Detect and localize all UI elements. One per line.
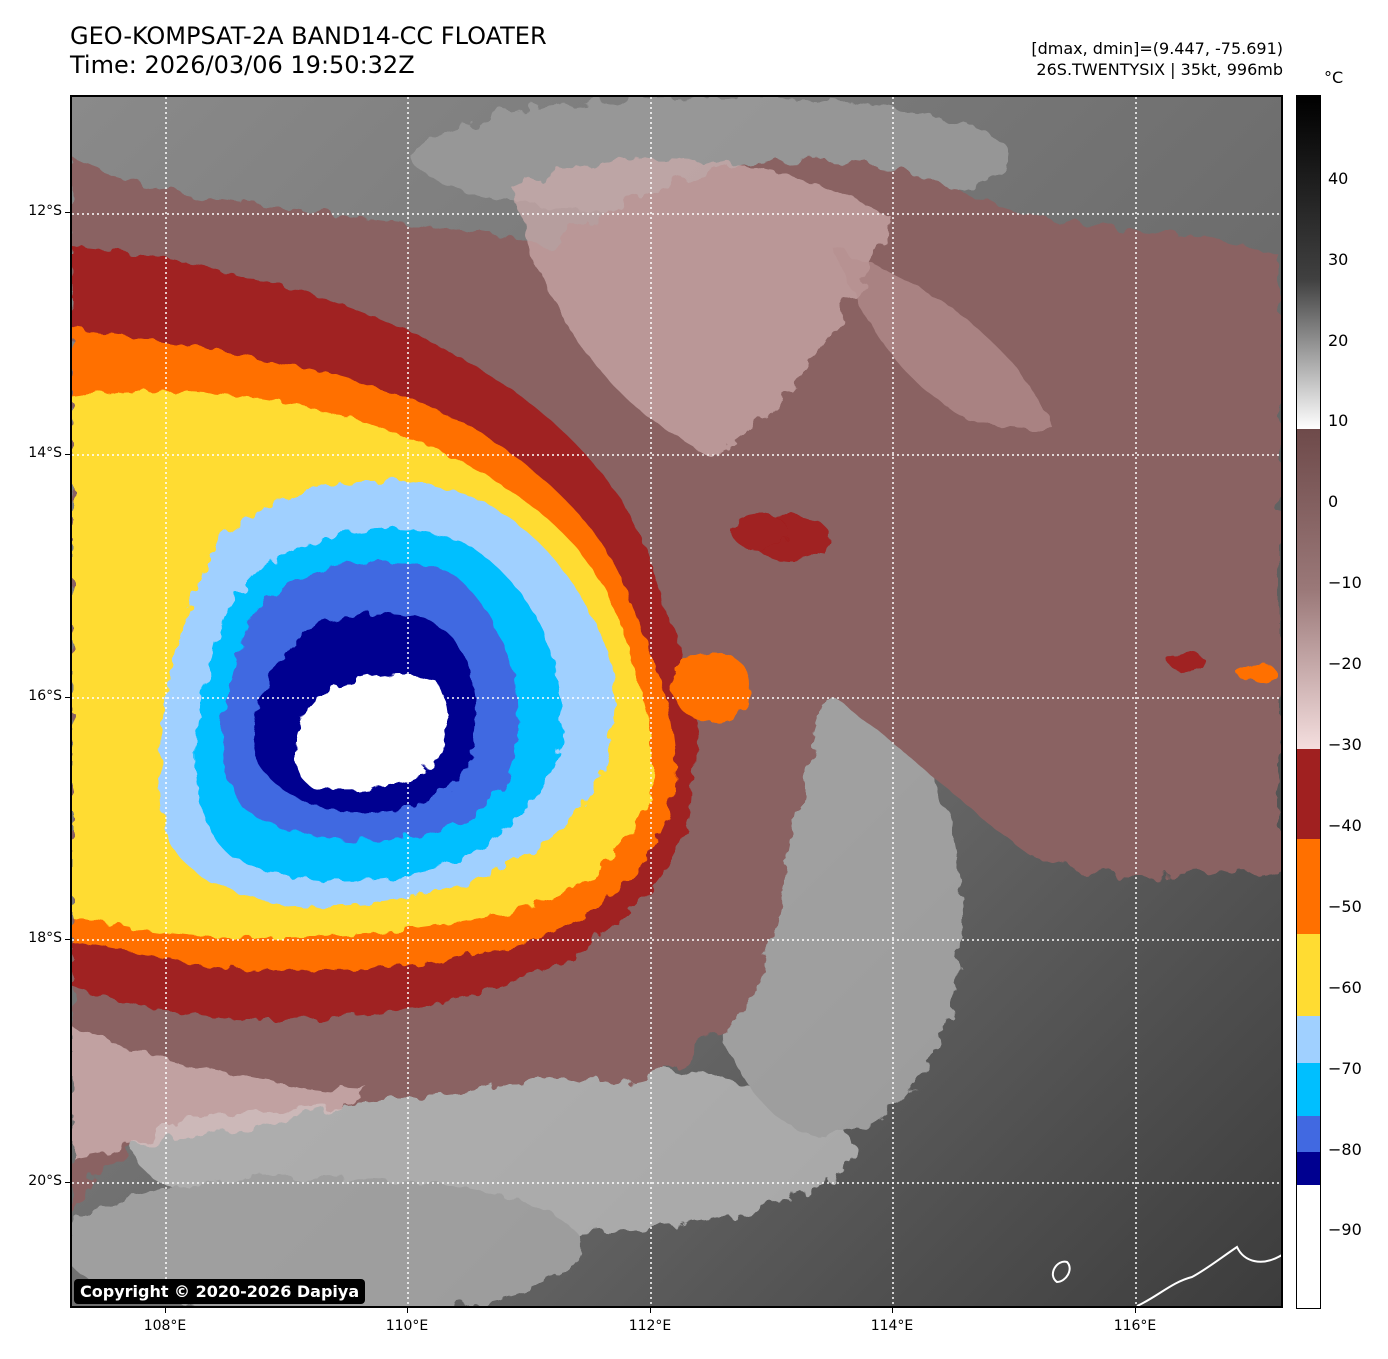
coldest-core <box>294 672 448 791</box>
colorbar-label: −40 <box>1328 816 1362 835</box>
coastline <box>1051 1245 1281 1306</box>
colorbar-label: 40 <box>1328 169 1349 188</box>
colorbar <box>1296 95 1321 1309</box>
storm-cold-cloud-shield <box>72 247 1277 1020</box>
figure-title: GEO-KOMPSAT-2A BAND14-CC FLOATER Time: 2… <box>70 22 547 80</box>
lat-label-18s: 18°S <box>28 930 62 946</box>
lon-label-110e: 110°E <box>385 1318 429 1334</box>
lon-tick <box>650 1308 651 1313</box>
storm-name-intensity: 26S.TWENTYSIX | 35kt, 996mb <box>1036 60 1283 79</box>
colorbar-label: −70 <box>1328 1059 1362 1078</box>
convective-cell-east <box>672 652 752 722</box>
colorbar-label: 0 <box>1328 492 1339 511</box>
colorbar-label: −80 <box>1328 1140 1362 1159</box>
lat-tick <box>65 697 70 698</box>
lon-tick <box>407 1308 408 1313</box>
copyright-badge: Copyright © 2020-2026 Dapiya <box>74 1279 366 1304</box>
lat-tick <box>65 212 70 213</box>
colorbar-label: −90 <box>1328 1220 1362 1239</box>
lat-lon-gridlines <box>72 97 1281 1306</box>
colorbar-label: 30 <box>1328 250 1349 269</box>
lon-tick <box>165 1308 166 1313</box>
lat-label-12s: 12°S <box>28 203 62 219</box>
convective-cell-ne2 <box>732 514 788 550</box>
title-satellite: GEO-KOMPSAT-2A BAND14-CC FLOATER <box>70 22 547 50</box>
title-time: Time: 2026/03/06 19:50:32Z <box>70 51 415 79</box>
storm-info: [dmax, dmin]=(9.447, -75.691) 26S.TWENTY… <box>1031 38 1283 80</box>
convective-cell-far-east2 <box>1237 664 1277 682</box>
colorbar-label: −50 <box>1328 897 1362 916</box>
colorbar-label: 20 <box>1328 331 1349 350</box>
colorbar-label: −20 <box>1328 654 1362 673</box>
infrared-imagery <box>72 97 1281 1306</box>
colorbar-label: 10 <box>1328 411 1349 430</box>
lon-label-114e: 114°E <box>870 1318 914 1334</box>
colorbar-label: −10 <box>1328 573 1362 592</box>
lon-tick <box>892 1308 893 1313</box>
colorbar-scale <box>1297 96 1320 1308</box>
lat-label-16s: 16°S <box>28 688 62 704</box>
dmax-dmin-readout: [dmax, dmin]=(9.447, -75.691) <box>1031 39 1283 58</box>
convective-cell-far-east <box>1169 652 1205 672</box>
colorbar-label: −30 <box>1328 735 1362 754</box>
lon-tick <box>1135 1308 1136 1313</box>
satellite-image: Copyright © 2020-2026 Dapiya <box>70 95 1283 1308</box>
lon-label-116e: 116°E <box>1113 1318 1157 1334</box>
lon-label-108e: 108°E <box>143 1318 187 1334</box>
colorbar-unit: °C <box>1324 68 1344 87</box>
lat-tick <box>65 939 70 940</box>
lat-label-20s: 20°S <box>28 1173 62 1189</box>
colorbar-label: −60 <box>1328 978 1362 997</box>
lon-label-112e: 112°E <box>628 1318 672 1334</box>
lat-label-14s: 14°S <box>28 445 62 461</box>
lat-tick <box>65 454 70 455</box>
lat-tick <box>65 1182 70 1183</box>
